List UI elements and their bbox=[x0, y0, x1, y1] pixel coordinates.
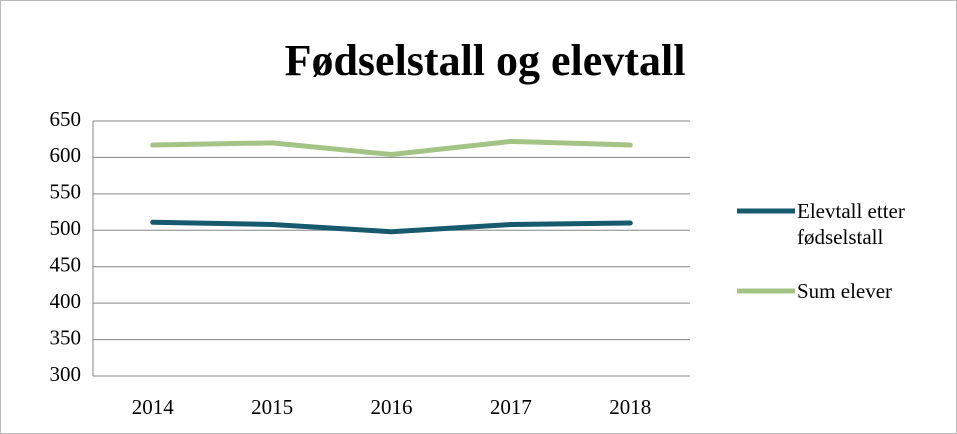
y-tick-label: 350 bbox=[50, 325, 82, 349]
series-line bbox=[150, 219, 633, 235]
y-tick-label: 600 bbox=[50, 143, 82, 167]
legend-label: Sum elever bbox=[797, 279, 893, 303]
series-line bbox=[150, 138, 633, 158]
x-tick-label: 2015 bbox=[251, 395, 293, 419]
x-tick-label: 2014 bbox=[132, 395, 175, 419]
x-tick-label: 2018 bbox=[609, 395, 651, 419]
y-tick-label: 500 bbox=[50, 216, 82, 240]
y-tick-label: 550 bbox=[50, 180, 82, 204]
y-tick-label: 450 bbox=[50, 253, 82, 277]
x-tick-label: 2016 bbox=[371, 395, 413, 419]
x-tick-label: 2017 bbox=[490, 395, 532, 419]
y-tick-label: 400 bbox=[50, 289, 82, 313]
y-tick-label: 300 bbox=[50, 362, 82, 386]
legend-label: Elevtall etter fødselstall bbox=[797, 199, 905, 249]
y-tick-label: 650 bbox=[50, 107, 82, 131]
chart-title: Fødselstall og elevtall bbox=[285, 36, 686, 85]
